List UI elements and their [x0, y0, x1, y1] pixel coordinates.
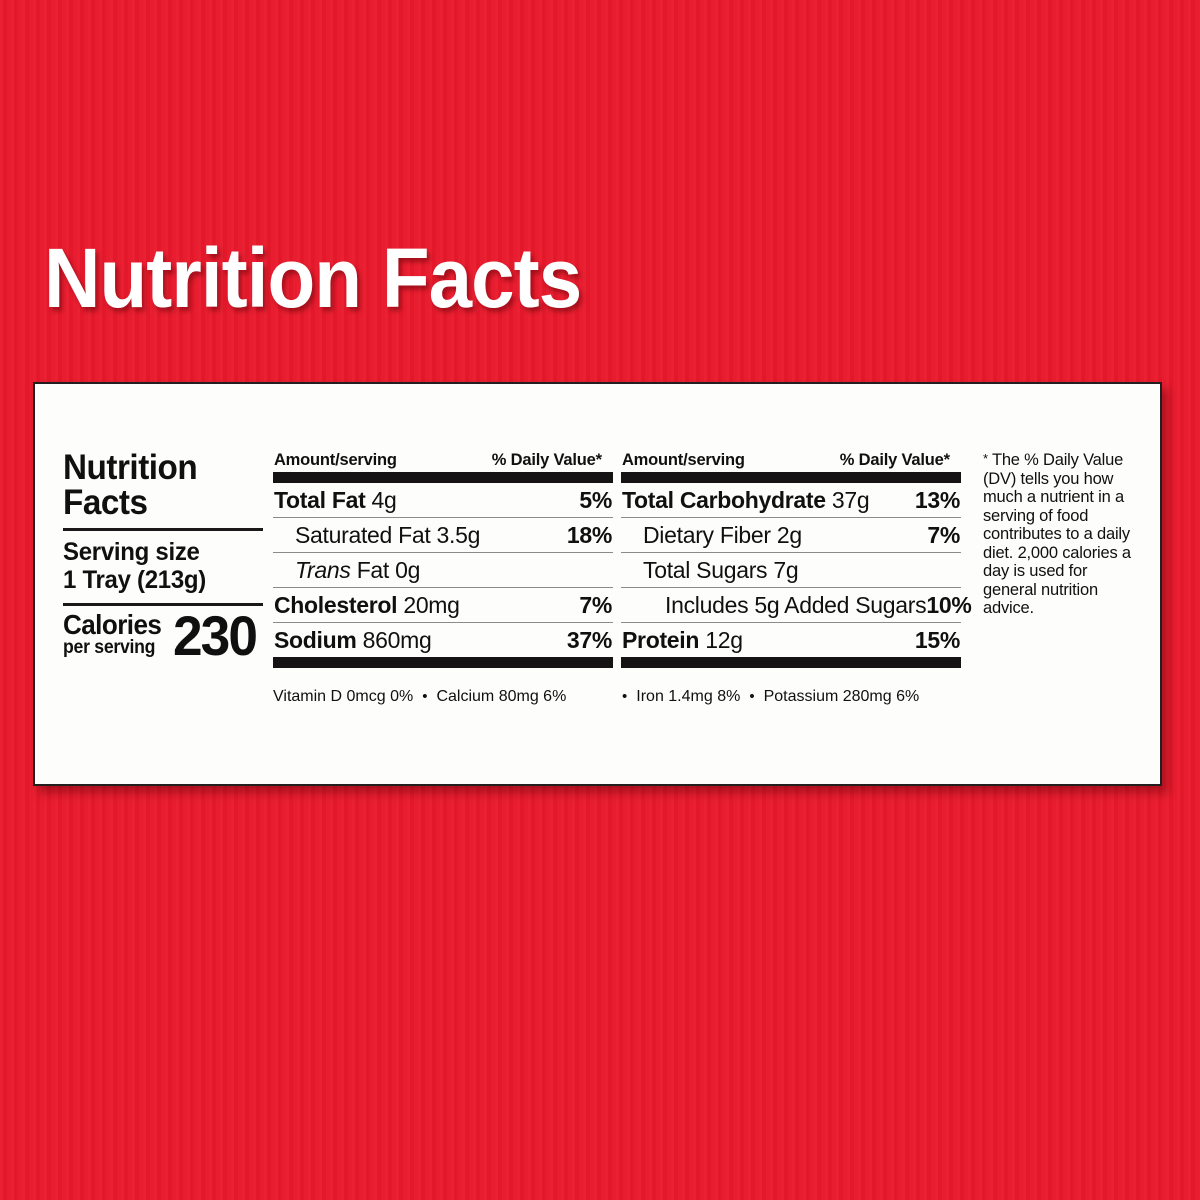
- micronutrient-potassium: Potassium 280mg 6%: [763, 688, 920, 705]
- nutrient-daily-value: 10%: [926, 592, 972, 618]
- nutrient-row-total-carbohydrate: Total Carbohydrate 37g 13%: [621, 483, 961, 517]
- nutrition-facts-heading-line2: Facts: [63, 483, 148, 522]
- nutrient-name: Total Sugars 7g: [643, 557, 799, 583]
- calories-label-group: Calories per serving: [63, 609, 169, 660]
- daily-value-footnote: * The % Daily Value (DV) tells you how m…: [961, 450, 1138, 618]
- row-divider: [273, 552, 613, 553]
- serving-size-block: Serving size 1 Tray (213g): [63, 528, 263, 594]
- nutrition-facts-panel: Nutrition Facts Serving size 1 Tray (213…: [33, 382, 1162, 786]
- bullet-separator-icon: •: [622, 688, 628, 705]
- calories-sublabel: per serving: [63, 637, 156, 658]
- column-one-top-rule: [273, 472, 613, 483]
- nutrient-daily-value: 37%: [566, 627, 612, 653]
- nutrient-row-saturated-fat: Saturated Fat 3.5g 18%: [273, 518, 613, 552]
- column-two-bottom-rule: [621, 657, 961, 668]
- nutrient-daily-value: 13%: [914, 487, 960, 513]
- nutrient-daily-value: 7%: [927, 522, 960, 548]
- amount-per-serving-header: Amount/serving: [273, 450, 397, 469]
- row-divider: [621, 517, 961, 518]
- nutrient-daily-value: 15%: [914, 627, 960, 653]
- column-two-headers: Amount/serving % Daily Value*: [621, 450, 951, 472]
- nutrition-facts-columns: Nutrition Facts Serving size 1 Tray (213…: [63, 450, 1138, 668]
- row-divider: [273, 517, 613, 518]
- micronutrient-group-two: • Iron 1.4mg 8% • Potassium 280mg 6%: [613, 683, 961, 706]
- calories-block: Calories per serving 230: [63, 603, 263, 667]
- nutrient-row-sodium: Sodium 860mg 37%: [273, 623, 613, 657]
- nutrient-row-cholesterol: Cholesterol 20mg 7%: [273, 588, 613, 622]
- page-title: Nutrition Facts: [44, 231, 582, 325]
- calories-value: 230: [172, 604, 258, 667]
- micronutrient-strip: Vitamin D 0mcg 0% • Calcium 80mg 6% • Ir…: [63, 683, 1138, 706]
- amount-per-serving-header: Amount/serving: [621, 450, 745, 469]
- calories-label: Calories: [63, 609, 162, 640]
- column-one-headers: Amount/serving % Daily Value*: [273, 450, 603, 472]
- micronutrient-calcium: Calcium 80mg 6%: [436, 688, 567, 705]
- nutrient-column-one: Amount/serving % Daily Value* Total Fat …: [273, 450, 613, 668]
- nutrient-row-total-fat: Total Fat 4g 5%: [273, 483, 613, 517]
- nutrient-name: Cholesterol 20mg: [274, 592, 460, 618]
- nutrient-row-dietary-fiber: Dietary Fiber 2g 7%: [621, 518, 961, 552]
- nutrition-facts-heading-line1: Nutrition: [63, 448, 198, 487]
- daily-value-header: % Daily Value*: [839, 450, 950, 469]
- nutrient-name: Total Fat 4g: [274, 487, 397, 513]
- nutrient-column-two: Amount/serving % Daily Value* Total Carb…: [621, 450, 972, 668]
- serving-size-value: 1 Tray (213g): [63, 566, 207, 594]
- column-two-top-rule: [621, 472, 961, 483]
- row-divider: [621, 552, 961, 553]
- bullet-separator-icon: •: [749, 688, 755, 705]
- row-divider: [621, 587, 961, 588]
- footnote-marker: *: [983, 451, 988, 466]
- nutrient-row-protein: Protein 12g 15%: [621, 623, 961, 657]
- daily-value-header: % Daily Value*: [491, 450, 602, 469]
- row-divider: [273, 622, 613, 623]
- footnote-text: The % Daily Value (DV) tells you how muc…: [983, 451, 1131, 617]
- nutrient-name: Protein 12g: [622, 627, 743, 653]
- serving-size-label: Serving size: [63, 538, 200, 566]
- nutrient-row-trans-fat: Trans Fat 0g: [273, 553, 613, 587]
- nutrient-daily-value: 7%: [579, 592, 612, 618]
- micronutrient-vitamin-d: Vitamin D 0mcg 0%: [273, 688, 414, 705]
- nutrient-name: Includes 5g Added Sugars: [665, 592, 927, 618]
- row-divider: [273, 587, 613, 588]
- nutrition-facts-heading: Nutrition Facts: [63, 450, 253, 520]
- nutrient-name: Dietary Fiber 2g: [643, 522, 802, 548]
- micronutrient-iron: Iron 1.4mg 8%: [636, 688, 741, 705]
- column-one-bottom-rule: [273, 657, 613, 668]
- nutrient-name: Saturated Fat 3.5g: [295, 522, 481, 548]
- nutrient-row-added-sugars: Includes 5g Added Sugars 10%: [621, 588, 972, 622]
- nutrient-name: Trans Fat 0g: [295, 557, 421, 583]
- nutrient-name: Sodium 860mg: [274, 627, 432, 653]
- nutrition-summary-column: Nutrition Facts Serving size 1 Tray (213…: [63, 450, 273, 667]
- nutrient-daily-value: 18%: [566, 522, 612, 548]
- row-divider: [621, 622, 961, 623]
- nutrient-name: Total Carbohydrate 37g: [622, 487, 870, 513]
- nutrient-row-total-sugars: Total Sugars 7g: [621, 553, 961, 587]
- bullet-separator-icon: •: [422, 688, 428, 705]
- micronutrient-group-one: Vitamin D 0mcg 0% • Calcium 80mg 6%: [273, 683, 613, 706]
- micronutrient-row: Vitamin D 0mcg 0% • Calcium 80mg 6% • Ir…: [63, 683, 1138, 706]
- nutrient-daily-value: 5%: [579, 487, 612, 513]
